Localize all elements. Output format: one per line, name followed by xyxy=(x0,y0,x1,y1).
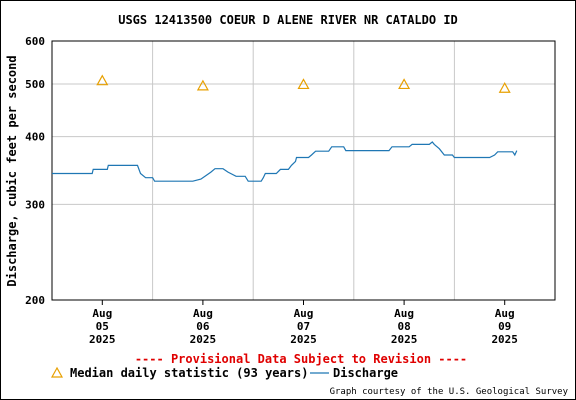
x-tick-month: Aug xyxy=(193,307,213,320)
x-tick-year: 2025 xyxy=(190,333,217,346)
y-tick-label: 400 xyxy=(25,131,45,144)
provisional-note: ---- Provisional Data Subject to Revisio… xyxy=(135,352,467,366)
x-tick-day: 09 xyxy=(498,320,511,333)
median-marker xyxy=(196,79,209,91)
credit-text: Graph courtesy of the U.S. Geological Su… xyxy=(330,387,569,397)
x-tick-month: Aug xyxy=(394,307,414,320)
discharge-line xyxy=(52,141,518,182)
median-marker xyxy=(398,78,411,90)
median-marker xyxy=(498,82,511,93)
x-tick-year: 2025 xyxy=(391,333,418,346)
x-tick-day: 07 xyxy=(297,320,310,333)
x-tick-year: 2025 xyxy=(89,333,116,346)
median-marker xyxy=(96,74,109,86)
median-marker xyxy=(297,78,310,90)
x-tick-day: 06 xyxy=(196,320,210,333)
x-axis-ticks: Aug052025Aug062025Aug072025Aug082025Aug0… xyxy=(89,300,518,346)
legend-median-marker xyxy=(50,366,64,378)
x-tick-day: 05 xyxy=(96,320,109,333)
legend: Median daily statistic (93 years) Discha… xyxy=(50,366,398,380)
chart-title: USGS 12413500 COEUR D ALENE RIVER NR CAT… xyxy=(118,13,458,27)
y-axis-label: Discharge, cubic feet per second xyxy=(5,55,19,286)
y-tick-label: 300 xyxy=(25,198,45,211)
legend-discharge-label: Discharge xyxy=(333,366,398,380)
y-tick-label: 200 xyxy=(25,294,45,307)
x-tick-year: 2025 xyxy=(491,333,518,346)
series-layer xyxy=(52,74,518,182)
x-tick-month: Aug xyxy=(495,307,515,320)
y-tick-label: 500 xyxy=(25,78,45,91)
x-tick-year: 2025 xyxy=(290,333,317,346)
legend-median-label: Median daily statistic (93 years) xyxy=(70,366,308,380)
y-tick-label: 600 xyxy=(25,35,45,48)
y-axis-ticks: 600 500 400 300 200 xyxy=(25,35,45,307)
x-tick-day: 08 xyxy=(397,320,410,333)
x-tick-month: Aug xyxy=(294,307,314,320)
x-tick-month: Aug xyxy=(92,307,112,320)
